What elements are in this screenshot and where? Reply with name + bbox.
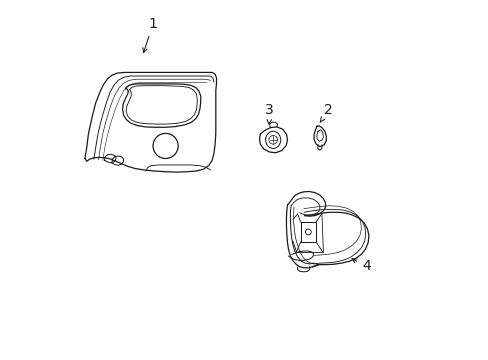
Text: 3: 3 <box>264 103 273 124</box>
Text: 2: 2 <box>320 103 332 122</box>
Text: 4: 4 <box>351 259 370 273</box>
Text: 1: 1 <box>142 17 157 53</box>
